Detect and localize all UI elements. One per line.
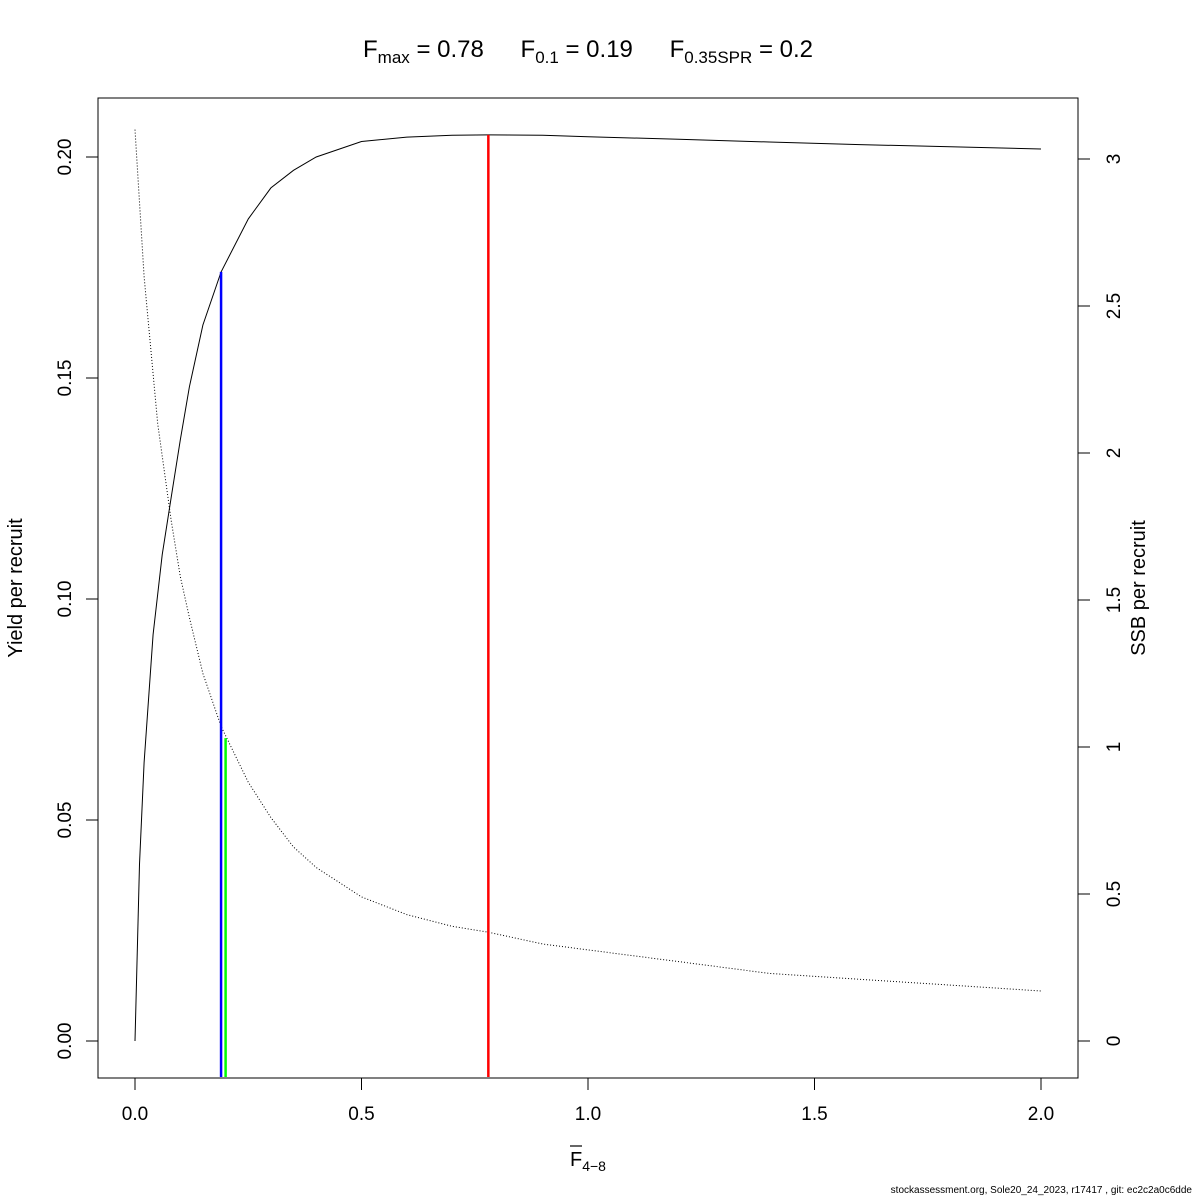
x-axis: 0.0 0.5 1.0 1.5 2.0 bbox=[122, 1077, 1054, 1125]
x-tick-label: 1.5 bbox=[801, 1104, 827, 1125]
y-right-tick-label: 1 bbox=[1104, 742, 1125, 753]
x-tick-label: 0.5 bbox=[348, 1104, 374, 1125]
y-right-tick-label: 2.5 bbox=[1104, 293, 1125, 319]
title-part-f035spr: F0.35SPR = 0.2 bbox=[670, 36, 813, 67]
x-tick-label: 1.0 bbox=[575, 1104, 601, 1125]
x-axis-title-main: F bbox=[570, 1149, 582, 1171]
x-tick-label: 0.0 bbox=[122, 1104, 148, 1125]
x-axis-title: F4−8 bbox=[570, 1145, 606, 1174]
x-tick-label: 2.0 bbox=[1028, 1104, 1054, 1125]
y-right-tick-label: 1.5 bbox=[1104, 587, 1125, 613]
y-left-tick-label: 0.05 bbox=[55, 802, 76, 839]
svg-text:F4−8: F4−8 bbox=[570, 1149, 606, 1174]
y-right-tick-label: 0 bbox=[1104, 1036, 1125, 1047]
chart-title: Fmax = 0.78 F0.1 = 0.19 F0.35SPR = 0.2 bbox=[363, 36, 813, 67]
y-axis-left-title: Yield per recruit bbox=[5, 518, 27, 658]
y-right-tick-label: 0.5 bbox=[1104, 881, 1125, 907]
plot-frame bbox=[97, 97, 1079, 1079]
y-left-tick-label: 0.15 bbox=[55, 360, 76, 397]
y-axis-right: 0 0.5 1 1.5 2 2.5 3 bbox=[1077, 154, 1125, 1047]
reference-lines bbox=[219, 134, 490, 1077]
y-left-tick-label: 0.10 bbox=[55, 581, 76, 618]
series-ssb-per-recruit bbox=[134, 129, 1042, 992]
series-yield-per-recruit bbox=[134, 134, 1042, 1042]
y-left-tick-label: 0.00 bbox=[55, 1023, 76, 1060]
title-part-f01: F0.1 = 0.19 bbox=[521, 36, 633, 67]
series-layer bbox=[134, 129, 1042, 1042]
y-right-tick-label: 3 bbox=[1104, 154, 1125, 165]
title-part-fmax: Fmax = 0.78 bbox=[363, 36, 484, 67]
y-right-tick-label: 2 bbox=[1104, 448, 1125, 459]
y-axis-right-title: SSB per recruit bbox=[1128, 520, 1150, 656]
footer-credit: stockassessment.org, Sole20_24_2023, r17… bbox=[890, 1185, 1192, 1196]
y-left-tick-label: 0.20 bbox=[55, 139, 76, 176]
y-axis-left: 0.00 0.05 0.10 0.15 0.20 bbox=[55, 139, 99, 1060]
x-axis-title-sub: 4−8 bbox=[582, 1158, 606, 1174]
